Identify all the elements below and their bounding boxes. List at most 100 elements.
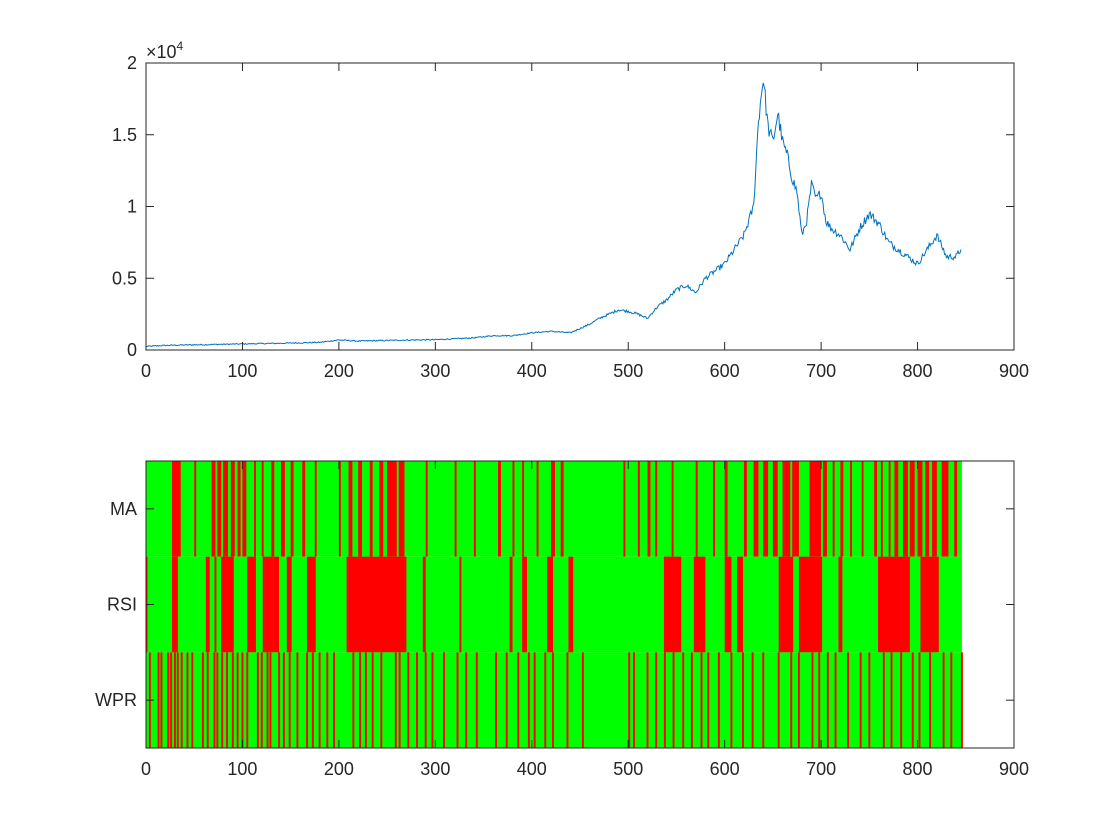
signal-sell-segment-wpr — [407, 652, 410, 748]
signal-sell-segment-wpr — [226, 652, 228, 748]
signal-sell-segment-wpr — [282, 652, 285, 748]
price-x-tick-label: 0 — [141, 361, 151, 381]
price-x-axis: 0 100 200 300 400 500 600 700 800 900 — [141, 63, 1029, 381]
price-y-tick-label: 0.5 — [112, 268, 137, 288]
signal-sell-segment-wpr — [900, 652, 903, 748]
signal-sell-segment-wpr — [790, 652, 793, 748]
signal-sell-segment-ma — [290, 461, 294, 557]
signal-sell-segment-ma — [387, 461, 397, 557]
signal-sell-segment-wpr — [236, 652, 239, 748]
signal-sell-segment-wpr — [465, 652, 468, 748]
signal-sell-segment-rsi — [737, 556, 743, 653]
signal-sell-segment-rsi — [547, 556, 553, 653]
signal-sell-segment-wpr — [918, 652, 921, 748]
signal-sell-segment-ma — [551, 461, 555, 557]
signal-sell-segment-wpr — [762, 652, 765, 748]
signal-sell-segment-ma — [498, 461, 501, 557]
signal-sell-segment-wpr — [221, 652, 224, 748]
signal-sell-segment-wpr — [581, 652, 584, 748]
signal-sell-segment-wpr — [633, 652, 635, 748]
signal-sell-segment-ma — [425, 461, 428, 557]
signal-sell-segment-rsi — [724, 556, 732, 653]
price-x-tick-label: 700 — [806, 361, 836, 381]
signal-sell-segment-ma — [302, 461, 306, 557]
signal-row-label-wpr: WPR — [95, 690, 137, 710]
signal-sell-segment-wpr — [960, 652, 963, 748]
signal-sell-segment-wpr — [416, 652, 418, 748]
signal-sell-segment-ma — [695, 461, 698, 557]
signal-sell-segment-wpr — [333, 652, 336, 748]
signal-sell-segment-wpr — [266, 652, 269, 748]
signal-sell-segment-ma — [909, 461, 915, 557]
signal-x-tick-label: 200 — [324, 759, 354, 779]
signal-sell-segment-wpr — [826, 652, 829, 748]
signal-sell-segment-wpr — [707, 652, 710, 748]
signal-sell-segment-ma — [194, 461, 197, 557]
signal-sell-segment-ma — [217, 461, 222, 557]
signal-sell-segment-ma — [271, 461, 275, 557]
signal-sell-segment-ma — [823, 461, 827, 557]
signal-sell-segment-ma — [832, 461, 835, 557]
signal-sell-segment-rsi — [307, 556, 316, 653]
signal-sell-segment-wpr — [859, 652, 862, 748]
signal-sell-segment-wpr — [170, 652, 173, 748]
signal-sell-segment-wpr — [278, 652, 281, 748]
signal-sell-segment-wpr — [505, 652, 508, 748]
signal-sell-segment-ma — [560, 461, 564, 557]
price-x-tick-label: 800 — [903, 361, 933, 381]
signal-x-tick-label: 400 — [517, 759, 547, 779]
signal-sell-segment-wpr — [628, 652, 631, 748]
signal-sell-segment-wpr — [318, 652, 321, 748]
signal-sell-segment-wpr — [160, 652, 163, 748]
signal-sell-segment-wpr — [682, 652, 685, 748]
signal-sell-segment-ma — [713, 461, 716, 557]
price-x-tick-label: 600 — [710, 361, 740, 381]
signal-sell-segment-ma — [917, 461, 923, 557]
price-x-tick-label: 400 — [517, 361, 547, 381]
price-plot-area — [145, 82, 962, 348]
signal-x-tick-label: 0 — [141, 759, 151, 779]
price-y-axis: 0 0.5 1 1.5 2 — [112, 53, 1014, 360]
signal-x-tick-label: 600 — [710, 759, 740, 779]
signal-sell-segment-ma — [861, 461, 864, 557]
signal-sell-segment-ma — [223, 461, 228, 557]
signal-sell-segment-wpr — [847, 652, 850, 748]
price-x-tick-label: 300 — [420, 361, 450, 381]
signal-sell-segment-rsi — [459, 556, 462, 653]
signal-sell-segment-rsi — [247, 556, 256, 653]
price-y-tick-label: 0 — [127, 340, 137, 360]
signal-sell-segment-ma — [925, 461, 930, 557]
signal-sell-segment-ma — [379, 461, 384, 557]
signal-sell-segment-wpr — [288, 652, 291, 748]
signal-sell-segment-wpr — [364, 652, 367, 748]
signal-sell-segment-wpr — [690, 652, 693, 748]
price-x-tick-label: 900 — [999, 361, 1029, 381]
signal-sell-segment-wpr — [201, 652, 204, 748]
signal-sell-segment-wpr — [911, 652, 914, 748]
signal-sell-segment-wpr — [777, 652, 780, 748]
y-multiplier-exponent: 4 — [177, 39, 184, 53]
signal-sell-segment-rsi — [205, 556, 210, 653]
signal-sell-segment-rsi — [346, 556, 407, 653]
signal-sell-segment-ma — [932, 461, 937, 557]
signal-sell-segment-wpr — [311, 652, 314, 748]
price-x-tick-label: 100 — [227, 361, 257, 381]
signal-sell-segment-ma — [763, 461, 769, 557]
signal-sell-segment-wpr — [173, 652, 176, 748]
signal-sell-segment-wpr — [742, 652, 744, 748]
signal-sell-segment-wpr — [527, 652, 530, 748]
signal-sell-segment-wpr — [213, 652, 216, 748]
signal-sell-segment-rsi — [286, 556, 292, 653]
signal-sell-segment-wpr — [566, 652, 569, 748]
signal-sell-segment-rsi — [422, 556, 426, 653]
signal-row-label-rsi: RSI — [107, 595, 137, 615]
signal-sell-segment-rsi — [273, 556, 280, 653]
signal-sell-segment-ma — [840, 461, 844, 557]
signal-x-tick-label: 500 — [613, 759, 643, 779]
signal-sell-segment-wpr — [890, 652, 893, 748]
signal-sell-segment-ma — [903, 461, 908, 557]
y-multiplier-label: ×104 — [146, 39, 184, 62]
price-y-tick-label: 1.5 — [112, 125, 137, 145]
signal-sell-segment-ma — [623, 461, 626, 557]
signal-sell-segment-wpr — [517, 652, 520, 748]
